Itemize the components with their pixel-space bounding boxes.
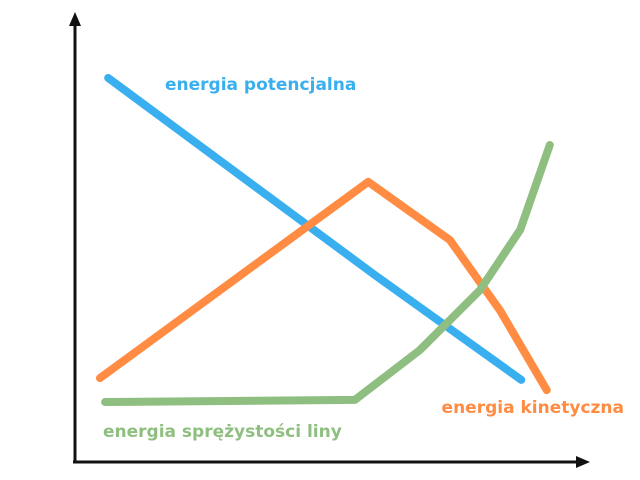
series-lines [95, 73, 554, 407]
y-axis-arrow [69, 12, 81, 26]
series-line [101, 140, 554, 407]
series-label: energia potencjalna [165, 75, 356, 95]
series-label: energia sprężystości liny [103, 422, 342, 442]
x-axis-arrow [576, 456, 590, 468]
series-line [104, 73, 526, 384]
series-label: energia kinetyczna [442, 398, 624, 418]
series-line [95, 177, 551, 395]
